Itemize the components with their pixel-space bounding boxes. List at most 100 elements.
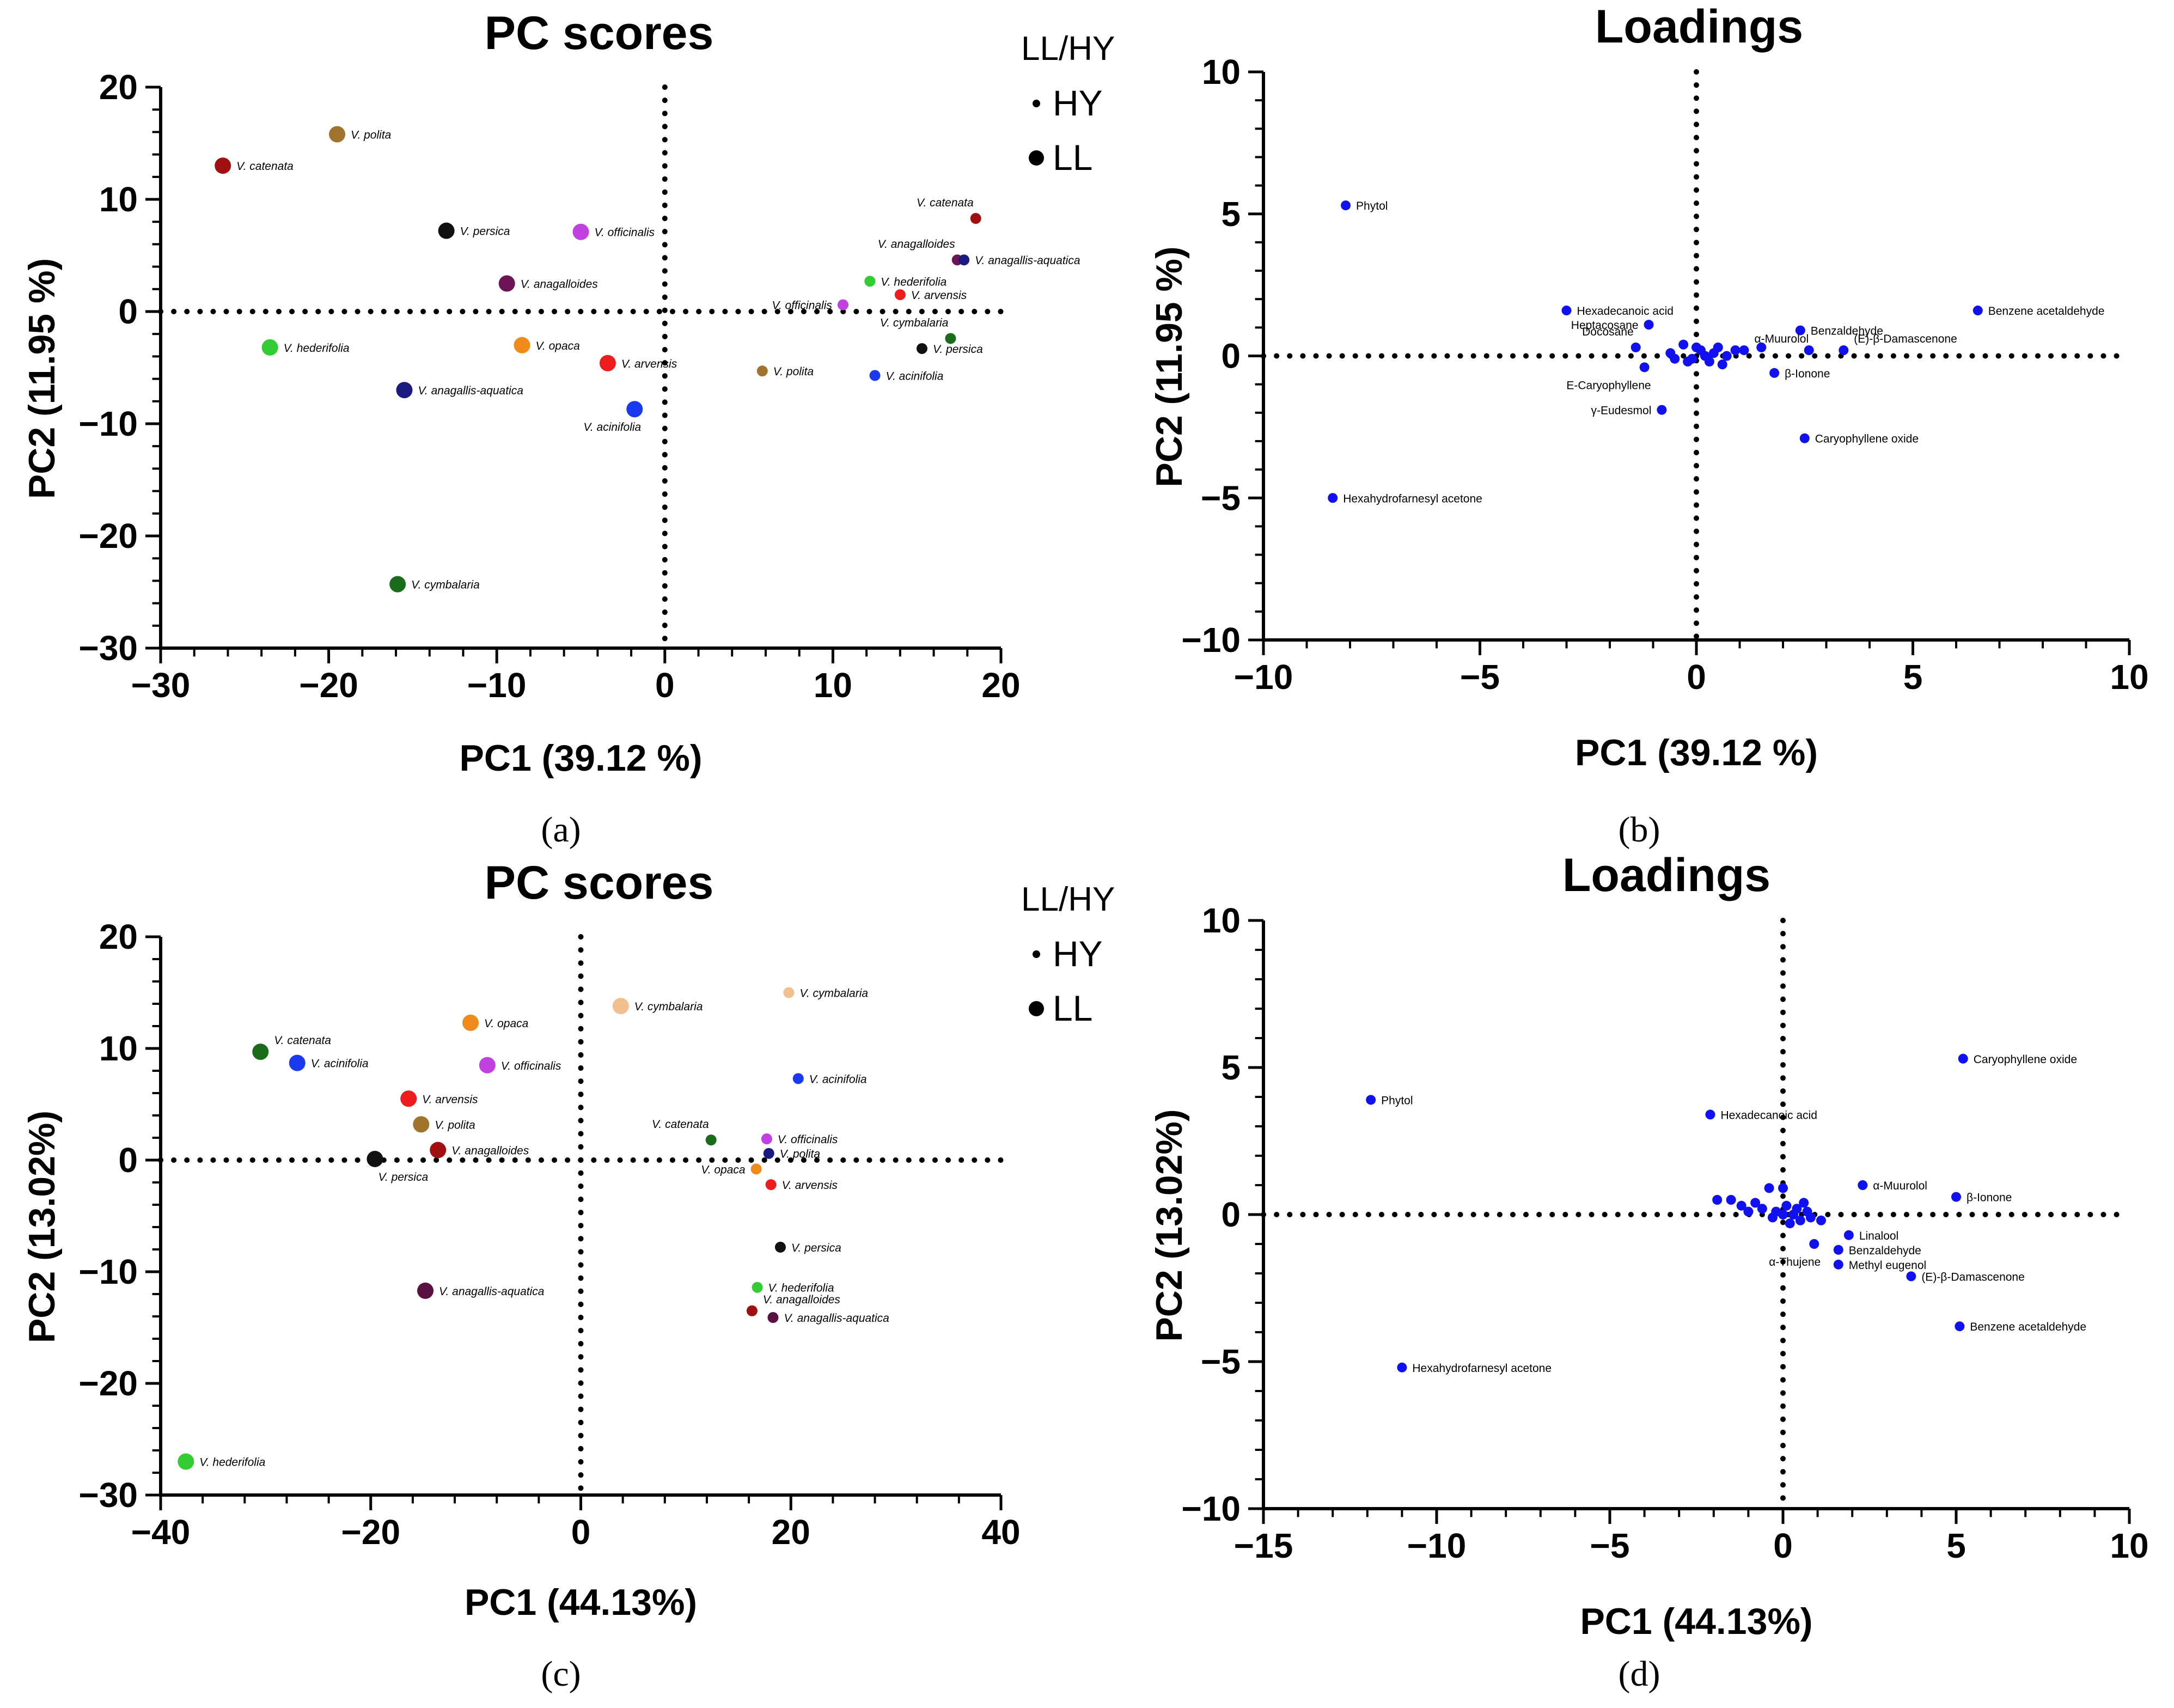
- legend-label: HY: [1053, 934, 1103, 974]
- data-point: [1804, 345, 1814, 356]
- data-point: [916, 343, 927, 354]
- data-point: [763, 1148, 774, 1159]
- point-label: V. hederifolia: [881, 276, 946, 288]
- data-point: [252, 1044, 269, 1060]
- data-point: [1955, 1321, 1965, 1332]
- x-tick-label: −20: [341, 1512, 400, 1552]
- point-label: Linalool: [1859, 1230, 1898, 1242]
- y-tick-label: 10: [99, 180, 138, 219]
- data-point: [1639, 362, 1650, 373]
- data-point: [1670, 353, 1680, 364]
- data-point: [289, 1054, 306, 1071]
- point-label: V. catenata: [917, 197, 974, 209]
- point-label: V. acinifolia: [886, 370, 944, 382]
- x-tick-label: 10: [2110, 1526, 2148, 1565]
- point-label: V. acinifolia: [583, 421, 641, 434]
- point-label: β-Ionone: [1967, 1192, 2012, 1204]
- x-tick-label: 20: [981, 666, 1020, 705]
- y-tick-label: 5: [1221, 1048, 1241, 1087]
- data-point: [1769, 368, 1780, 378]
- data-point: [1792, 1204, 1802, 1214]
- point-label: (E)-β-Damascenone: [1854, 333, 1957, 345]
- point-label: Benzaldehyde: [1811, 325, 1883, 338]
- x-tick-label: −20: [299, 666, 358, 705]
- x-tick-label: 10: [2110, 657, 2148, 697]
- point-label: Phytol: [1356, 200, 1388, 212]
- data-point: [792, 1073, 804, 1084]
- x-tick-label: −10: [1407, 1526, 1467, 1565]
- data-point: [894, 289, 906, 301]
- x-tick-label: −30: [131, 666, 191, 705]
- point-label: α-Muurolol: [1873, 1180, 1927, 1192]
- point-label: E-Caryophyllene: [1566, 379, 1651, 392]
- point-label: Hexahydrofarnesyl acetone: [1412, 1362, 1552, 1375]
- legend-marker: [1033, 950, 1040, 958]
- data-point: [1678, 339, 1689, 350]
- data-point: [215, 157, 231, 174]
- data-point: [837, 299, 848, 310]
- data-point: [1726, 1195, 1736, 1205]
- point-label: V. hederifolia: [768, 1282, 834, 1295]
- data-point: [1973, 306, 1983, 316]
- legend-title: LL/HY: [1021, 881, 1115, 918]
- x-axis-label: PC1 (39.12 %): [460, 737, 703, 779]
- y-tick-label: 10: [1202, 901, 1241, 940]
- data-point: [367, 1150, 383, 1167]
- data-point: [462, 1014, 479, 1031]
- y-tick-label: −10: [78, 404, 138, 443]
- data-point: [761, 1133, 772, 1145]
- x-tick-label: 0: [1687, 657, 1706, 697]
- point-label: (E)-β-Damascenone: [1921, 1271, 2024, 1283]
- y-tick-label: 20: [99, 917, 138, 956]
- point-label: V. officinalis: [595, 227, 655, 239]
- point-label: β-Ionone: [1785, 368, 1830, 380]
- point-label: V. arvensis: [782, 1179, 838, 1192]
- point-label: Phytol: [1381, 1094, 1413, 1107]
- data-point: [1717, 359, 1727, 370]
- data-point: [430, 1142, 447, 1158]
- point-label: V. anagallis-aquatica: [439, 1285, 544, 1298]
- point-label: V. persica: [933, 343, 983, 356]
- point-label: V. cymbalaria: [634, 1001, 703, 1013]
- x-axis-label: PC1 (39.12 %): [1575, 732, 1818, 773]
- y-tick-label: 0: [118, 1140, 138, 1180]
- data-point: [746, 1305, 758, 1316]
- data-point: [1712, 1195, 1723, 1205]
- data-point: [1799, 1198, 1809, 1208]
- y-tick-label: 5: [1221, 194, 1241, 234]
- data-point: [498, 275, 515, 292]
- point-label: Benzaldehyde: [1849, 1245, 1921, 1257]
- data-point: [1657, 405, 1667, 415]
- point-label: V. anagalloides: [878, 238, 956, 251]
- y-tick-label: −5: [1201, 1342, 1241, 1381]
- point-label: V. anagallis-aquatica: [975, 254, 1080, 267]
- data-point: [612, 998, 629, 1015]
- y-tick-label: 10: [99, 1029, 138, 1068]
- point-label: V. cymbalaria: [411, 579, 480, 591]
- data-point: [572, 223, 589, 240]
- data-point: [1833, 1259, 1843, 1270]
- legend: LL/HY HY LL: [1021, 881, 1115, 1028]
- point-label: V. arvensis: [621, 358, 677, 370]
- legend-marker: [1033, 100, 1040, 107]
- legend-label: LL: [1053, 137, 1092, 178]
- data-point: [1951, 1192, 1961, 1202]
- point-label: Hexadecanoic acid: [1720, 1109, 1817, 1121]
- y-tick-label: −30: [78, 629, 138, 668]
- x-tick-label: 0: [655, 666, 675, 705]
- x-tick-label: 40: [981, 1512, 1020, 1552]
- data-point: [970, 213, 981, 224]
- x-tick-label: −15: [1234, 1526, 1293, 1565]
- point-label: Caryophyllene oxide: [1815, 433, 1919, 446]
- point-label: V. officinalis: [501, 1060, 561, 1072]
- y-tick-label: −20: [78, 1364, 138, 1403]
- y-tick-label: 0: [118, 292, 138, 331]
- data-point: [438, 222, 455, 239]
- legend-title: LL/HY: [1021, 30, 1115, 68]
- x-tick-label: 10: [814, 666, 852, 705]
- data-point: [1809, 1239, 1819, 1249]
- point-label: V. catenata: [274, 1034, 331, 1047]
- data-point: [783, 987, 795, 998]
- data-point: [1705, 1109, 1715, 1120]
